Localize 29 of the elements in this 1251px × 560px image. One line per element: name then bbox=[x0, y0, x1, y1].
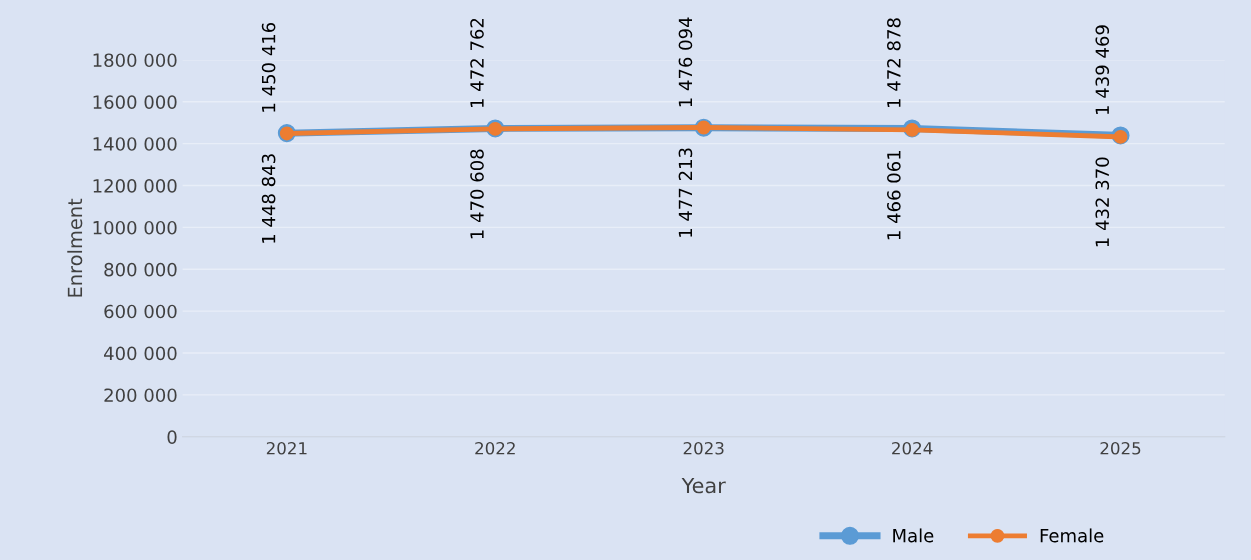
x-tick-label: 2025 bbox=[1100, 441, 1141, 455]
x-tick-label: 2024 bbox=[892, 441, 933, 455]
legend-label: Male bbox=[893, 528, 934, 543]
x-axis-title: Year bbox=[681, 477, 726, 494]
data-label: 1 472 878 bbox=[887, 18, 901, 107]
data-label: 1 477 213 bbox=[678, 148, 693, 237]
y-tick-label: 400 000 bbox=[104, 346, 177, 361]
y-axis-title: Enrolment bbox=[67, 198, 83, 297]
data-label: 1 476 094 bbox=[678, 17, 693, 107]
y-tick-label: 1600 000 bbox=[93, 95, 177, 109]
x-tick-label: 2021 bbox=[266, 441, 307, 455]
x-tick-label: 2023 bbox=[683, 441, 724, 455]
y-tick-label: 1400 000 bbox=[93, 137, 177, 151]
data-label: 1 466 061 bbox=[887, 150, 901, 240]
y-tick-label: 600 000 bbox=[104, 304, 177, 319]
legend-label: Female bbox=[1040, 528, 1104, 543]
y-tick-label: 1800 000 bbox=[93, 53, 177, 68]
y-tick-label: 0 bbox=[167, 430, 177, 444]
data-label: 1 448 843 bbox=[261, 154, 276, 243]
data-label: 1 450 416 bbox=[261, 22, 276, 112]
data-label: 1 472 762 bbox=[470, 18, 484, 108]
y-tick-label: 1200 000 bbox=[93, 179, 177, 193]
data-label: 1 439 469 bbox=[1095, 25, 1110, 114]
y-tick-label: 200 000 bbox=[104, 388, 177, 403]
y-tick-label: 800 000 bbox=[104, 262, 177, 277]
x-tick-label: 2022 bbox=[475, 441, 515, 455]
data-label: 1 470 608 bbox=[470, 149, 484, 239]
data-label: 1 432 370 bbox=[1095, 157, 1110, 247]
y-tick-label: 1000 000 bbox=[93, 220, 177, 235]
